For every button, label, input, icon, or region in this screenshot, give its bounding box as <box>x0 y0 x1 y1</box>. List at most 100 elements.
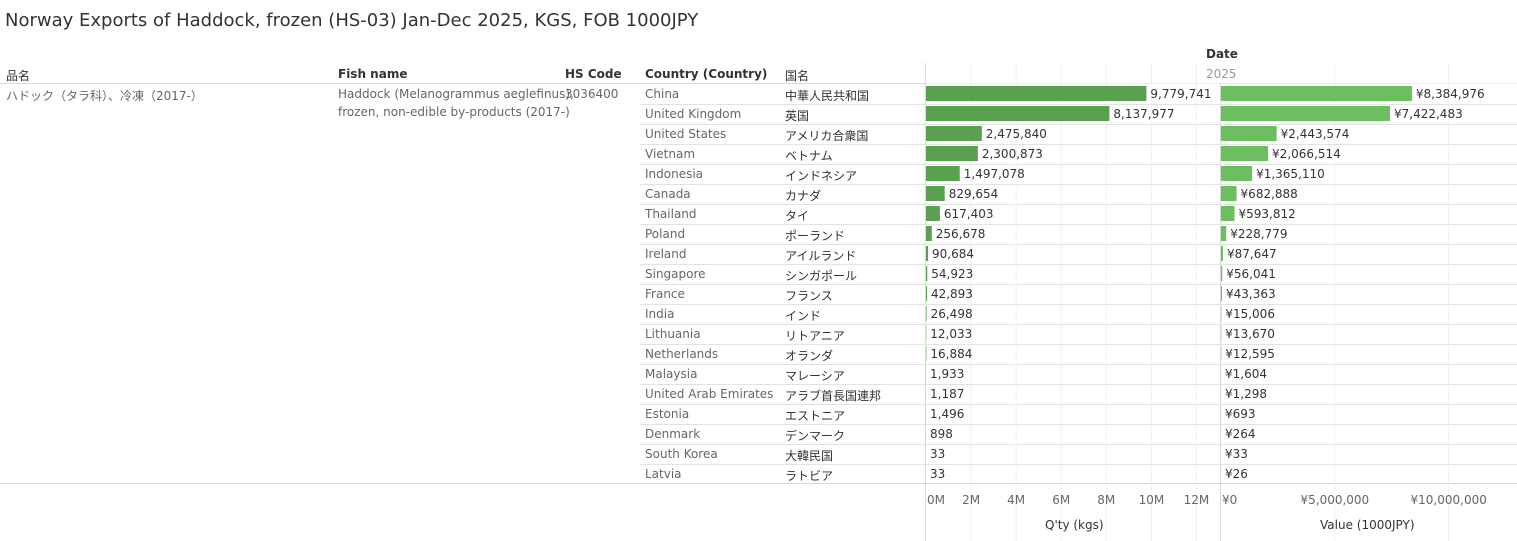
qty-bar-label: 54,923 <box>931 267 973 281</box>
country-name-jp: ポーランド <box>785 229 846 243</box>
value-bar-label: ¥693 <box>1225 407 1256 421</box>
qty-tick-label: 12M <box>1184 493 1210 507</box>
value-bar[interactable] <box>1221 126 1277 141</box>
country-name-jp: 英国 <box>785 109 810 123</box>
country-name: Vietnam <box>645 147 696 161</box>
qty-bar-label: 33 <box>930 467 945 481</box>
country-name: Poland <box>645 227 686 241</box>
qty-bar-label: 90,684 <box>932 247 974 261</box>
qty-tick-label: 6M <box>1052 493 1070 507</box>
country-name-jp: アイルランド <box>785 249 857 263</box>
qty-bar[interactable] <box>926 106 1110 121</box>
qty-tick-label: 0M <box>927 493 945 507</box>
country-name-jp: 大韓民国 <box>785 449 834 463</box>
country-name: United States <box>645 127 727 141</box>
qty-bar[interactable] <box>926 166 960 181</box>
value-bar-label: ¥2,066,514 <box>1272 147 1341 161</box>
qty-bar-label: 12,033 <box>930 327 972 341</box>
fish-name-header[interactable]: Fish name <box>338 67 408 81</box>
qty-bar[interactable] <box>926 286 927 301</box>
country-name-jp: エストニア <box>785 409 846 423</box>
value-bar[interactable] <box>1221 186 1237 201</box>
qty-bar[interactable] <box>926 186 945 201</box>
value-bar-label: ¥2,443,574 <box>1281 127 1350 141</box>
country-name: Latvia <box>645 467 682 481</box>
country-name-jp: カナダ <box>785 189 822 203</box>
country-name: Netherlands <box>645 347 719 361</box>
page-title: Norway Exports of Haddock, frozen (HS-03… <box>5 10 699 31</box>
country-name-jp: ベトナム <box>785 149 833 163</box>
country-name: France <box>645 287 685 301</box>
value-bar[interactable] <box>1221 86 1412 101</box>
value-bar-label: ¥1,365,110 <box>1256 167 1325 181</box>
qty-bar-label: 898 <box>930 427 953 441</box>
value-bar-label: ¥593,812 <box>1239 207 1296 221</box>
value-tick-label: ¥5,000,000 <box>1300 493 1369 507</box>
country-name: Thailand <box>645 207 697 221</box>
country-name-jp: オランダ <box>785 349 834 363</box>
country-name-jp: マレーシア <box>785 369 845 383</box>
value-bar[interactable] <box>1221 106 1391 121</box>
qty-bar[interactable] <box>926 146 978 161</box>
country-name-jp: フランス <box>785 289 833 303</box>
country-name: Canada <box>645 187 691 201</box>
qty-bar-label: 1,497,078 <box>964 167 1025 181</box>
qty-bar[interactable] <box>926 226 932 241</box>
value-bar[interactable] <box>1221 226 1227 241</box>
qty-bar-label: 256,678 <box>936 227 986 241</box>
qty-bar-label: 8,137,977 <box>1113 107 1174 121</box>
country-name-jp: シンガポール <box>785 269 858 283</box>
kokumei-header[interactable]: 国名 <box>785 69 810 83</box>
country-name-jp: ラトビア <box>785 469 834 483</box>
country-name-jp: インド <box>785 309 822 323</box>
qty-bar[interactable] <box>926 126 982 141</box>
qty-tick-label: 10M <box>1139 493 1165 507</box>
value-bar-label: ¥1,298 <box>1225 387 1267 401</box>
value-bar[interactable] <box>1221 286 1222 301</box>
qty-tick-label: 8M <box>1097 493 1115 507</box>
hs-code-header[interactable]: HS Code <box>565 67 622 81</box>
value-bar[interactable] <box>1221 266 1223 281</box>
qty-bar[interactable] <box>926 306 927 321</box>
qty-bar[interactable] <box>926 86 1147 101</box>
qty-bar-label: 9,779,741 <box>1150 87 1211 101</box>
product-fish-name-line1: Haddock (Melanogrammus aeglefinus), <box>338 87 574 101</box>
qty-bar[interactable] <box>926 246 929 261</box>
hinmei-header[interactable]: 品名 <box>6 69 31 83</box>
country-name: India <box>645 307 675 321</box>
country-name: Denmark <box>645 427 701 441</box>
value-bar-label: ¥13,670 <box>1225 327 1275 341</box>
value-tick-label: ¥0 <box>1222 493 1237 507</box>
value-bar[interactable] <box>1221 146 1269 161</box>
qty-bar-label: 26,498 <box>931 307 973 321</box>
value-bar-label: ¥682,888 <box>1241 187 1298 201</box>
value-bar[interactable] <box>1221 166 1253 181</box>
value-bar[interactable] <box>1221 246 1223 261</box>
value-bar-label: ¥26 <box>1225 467 1248 481</box>
qty-axis-title: Q'ty (kgs) <box>1045 518 1104 532</box>
country-name: Malaysia <box>645 367 698 381</box>
country-name-jp: 中華人民共和国 <box>785 89 870 103</box>
qty-bar-label: 1,496 <box>930 407 964 421</box>
date-header: Date <box>1206 47 1238 61</box>
country-name: Singapore <box>645 267 706 281</box>
qty-bar[interactable] <box>926 266 928 281</box>
value-bar-label: ¥43,363 <box>1226 287 1276 301</box>
product-hinmei: ハドック（タラ科）、冷凍（2017-） <box>6 89 203 103</box>
value-bar[interactable] <box>1221 206 1235 221</box>
value-bar-label: ¥264 <box>1225 427 1256 441</box>
country-header[interactable]: Country (Country) <box>645 67 768 81</box>
qty-tick-label: 2M <box>962 493 980 507</box>
value-bar-label: ¥87,647 <box>1227 247 1277 261</box>
country-name: China <box>645 87 680 101</box>
value-bar-label: ¥1,604 <box>1225 367 1267 381</box>
country-name-jp: リトアニア <box>785 329 845 343</box>
value-bar-label: ¥7,422,483 <box>1394 107 1463 121</box>
qty-bar[interactable] <box>926 206 940 221</box>
value-bar-label: ¥8,384,976 <box>1416 87 1485 101</box>
qty-bar-label: 1,933 <box>930 367 964 381</box>
value-bar-label: ¥12,595 <box>1225 347 1275 361</box>
country-name: United Arab Emirates <box>645 387 774 401</box>
qty-bar-label: 2,300,873 <box>982 147 1043 161</box>
